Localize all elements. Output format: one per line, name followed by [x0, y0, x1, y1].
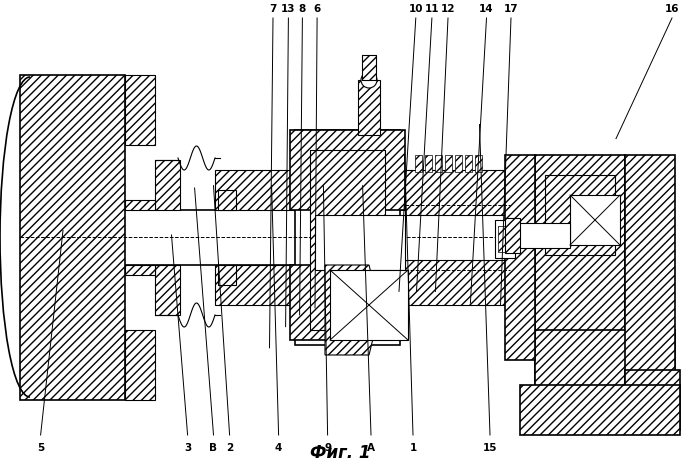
Bar [362, 55, 376, 80]
Bar [445, 155, 452, 172]
Bar [570, 195, 620, 245]
Bar [218, 265, 236, 285]
Text: 2: 2 [226, 443, 233, 453]
Text: 14: 14 [480, 4, 494, 14]
Bar [310, 150, 385, 330]
Bar [290, 130, 405, 210]
Bar [415, 155, 422, 172]
Text: 7: 7 [270, 4, 276, 14]
Bar [425, 155, 432, 172]
Bar [535, 330, 675, 430]
Bar [155, 160, 180, 210]
Bar [405, 170, 505, 215]
Text: 16: 16 [665, 4, 679, 14]
Bar [520, 385, 680, 435]
Text: 5: 5 [37, 443, 44, 453]
Text: 9: 9 [324, 443, 331, 453]
Bar [290, 265, 405, 340]
Bar [465, 155, 472, 172]
Circle shape [361, 72, 377, 88]
Bar [295, 130, 400, 345]
Text: 4: 4 [275, 443, 282, 453]
Text: 17: 17 [504, 4, 518, 14]
Bar [475, 155, 482, 172]
Bar [535, 155, 625, 430]
Bar [455, 155, 462, 172]
Text: A: A [367, 443, 375, 453]
Text: 10: 10 [409, 4, 423, 14]
Bar [30, 210, 510, 265]
Bar [215, 170, 345, 210]
Bar [545, 175, 615, 255]
Bar [435, 155, 442, 172]
Bar [495, 220, 515, 258]
Bar [625, 370, 680, 430]
Bar [625, 155, 675, 430]
Bar [155, 265, 180, 315]
Bar [125, 75, 155, 145]
Bar [358, 80, 380, 135]
Bar [362, 55, 376, 80]
Bar [330, 270, 408, 340]
Text: B: B [209, 443, 218, 453]
Bar [315, 215, 405, 270]
Text: Фиг. 1: Фиг. 1 [309, 444, 370, 462]
Bar [310, 150, 385, 330]
Bar [20, 75, 125, 400]
Bar [218, 190, 236, 210]
Bar [505, 218, 520, 253]
Polygon shape [325, 265, 380, 355]
Text: 13: 13 [281, 4, 295, 14]
Bar [405, 260, 505, 305]
Text: 11: 11 [425, 4, 439, 14]
Text: 3: 3 [184, 443, 191, 453]
Text: 12: 12 [441, 4, 455, 14]
Bar [505, 155, 535, 360]
Bar [125, 265, 155, 275]
Bar [215, 265, 345, 305]
Text: 8: 8 [299, 4, 306, 14]
Text: 6: 6 [314, 4, 321, 14]
Bar [125, 330, 155, 400]
Text: 1: 1 [410, 443, 416, 453]
Text: 15: 15 [483, 443, 497, 453]
Bar [510, 223, 570, 248]
Bar [498, 226, 512, 252]
Bar [125, 200, 155, 210]
